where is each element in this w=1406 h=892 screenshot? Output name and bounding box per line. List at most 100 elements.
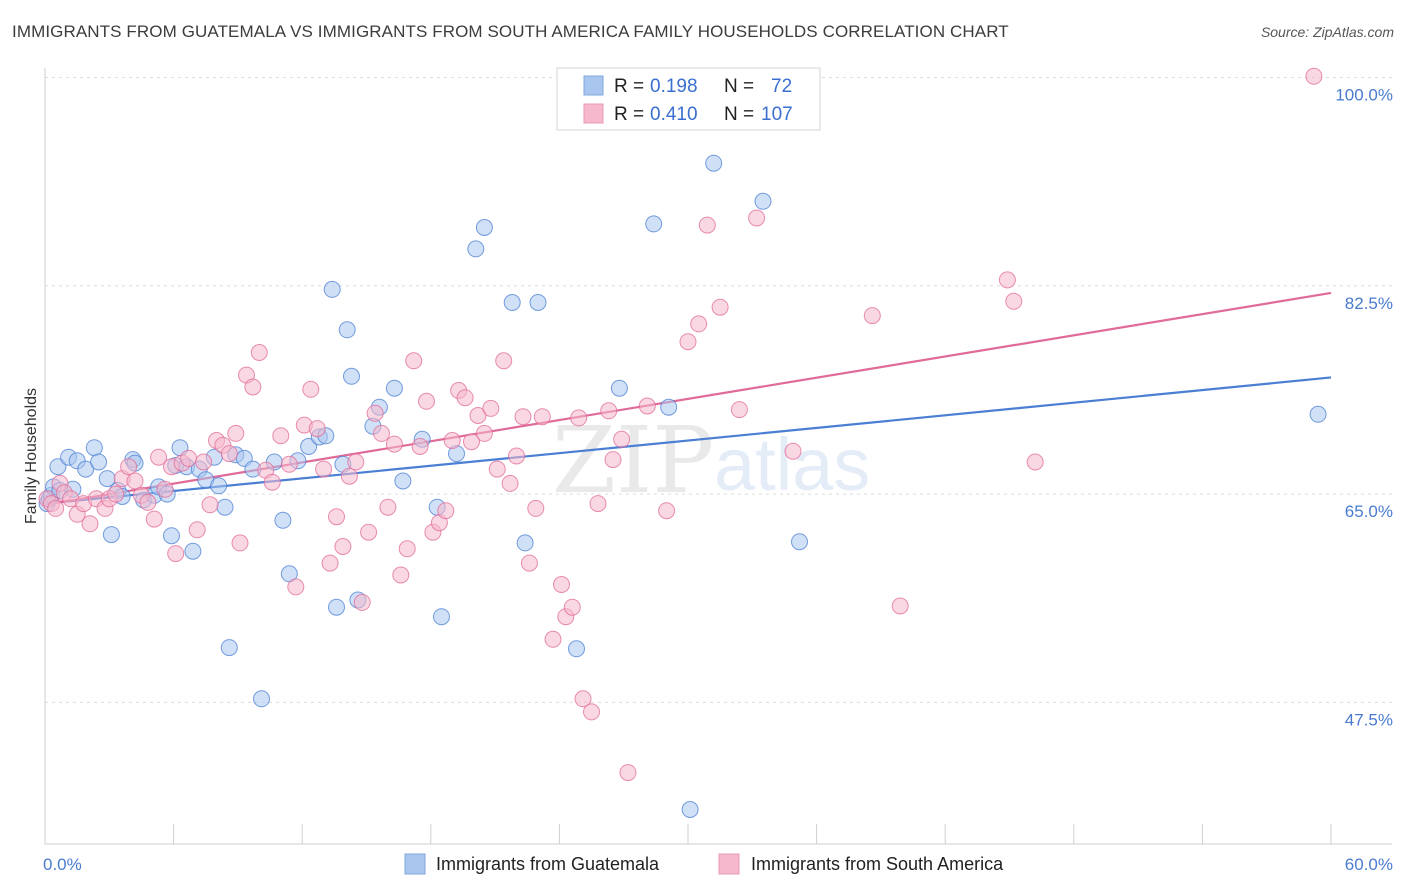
axes (44, 68, 1392, 845)
guatemala-point (516, 534, 534, 552)
south-america-point (180, 449, 198, 467)
south-america-point (1005, 292, 1023, 310)
x-tick-label: 60.0% (1345, 855, 1393, 874)
south-america-point (126, 472, 144, 490)
bottom-swatch-south-america (718, 853, 740, 875)
south-america-point (150, 448, 168, 466)
legend-r-value-1: 0.198 (650, 76, 698, 97)
south-america-point (613, 430, 631, 448)
guatemala-point (754, 192, 772, 210)
guatemala-point (163, 527, 180, 545)
south-america-point (698, 216, 716, 234)
south-america-point (418, 392, 435, 410)
south-america-point (280, 455, 298, 473)
guatemala-point (705, 154, 723, 172)
south-america-point (47, 499, 65, 517)
south-america-point (328, 508, 345, 526)
south-america-point (385, 435, 403, 453)
south-america-point (321, 554, 339, 572)
watermark: ZIP atlas (552, 407, 870, 514)
south-america-point (145, 510, 163, 528)
south-america-point (600, 402, 618, 420)
south-america-point (272, 427, 290, 445)
south-america-point (488, 460, 506, 478)
guatemala-point (503, 294, 521, 311)
south-america-point (340, 467, 358, 485)
south-america-point (411, 438, 429, 455)
guatemala-point (216, 498, 234, 516)
south-america-point (195, 453, 213, 471)
guatemala-point (568, 640, 585, 658)
series-legend: Immigrants from Guatemala Immigrants fro… (404, 853, 1004, 875)
legend-r-value-2: 0.410 (650, 104, 698, 125)
guatemala-point (253, 690, 270, 708)
south-america-point (784, 442, 802, 460)
guatemala-point (300, 438, 318, 455)
scatter-points (38, 67, 1327, 818)
south-america-point (443, 432, 461, 449)
south-america-point (360, 523, 378, 541)
south-america-point (658, 502, 676, 520)
south-america-point (495, 352, 513, 370)
south-america-point (574, 690, 592, 708)
south-america-point (456, 389, 474, 407)
south-america-point (679, 333, 697, 351)
south-america-point (501, 474, 519, 492)
legend-n-label-1: N = (724, 76, 754, 97)
south-america-point (107, 485, 125, 503)
south-america-point (604, 451, 622, 469)
guatemala-point (791, 533, 808, 551)
guatemala-point (338, 321, 356, 339)
south-america-point (533, 408, 551, 426)
south-america-point (120, 458, 138, 476)
guatemala-point (328, 598, 345, 616)
south-america-point (227, 424, 245, 442)
south-america-point (544, 630, 562, 648)
south-america-point (302, 380, 320, 398)
tick-labels: 47.5% 65.0% 82.5% 100.0% 0.0% 60.0% (43, 86, 1393, 874)
south-america-point (379, 498, 397, 516)
south-america-point (334, 538, 352, 555)
south-america-point (527, 499, 545, 517)
south-america-point (347, 453, 365, 471)
south-america-point (315, 460, 333, 478)
south-america-point (638, 397, 656, 415)
south-america-point (405, 352, 423, 370)
guatemala-point (660, 398, 678, 416)
guatemala-point (210, 477, 228, 495)
guatemala-point (323, 280, 341, 298)
south-america-point (392, 566, 410, 584)
y-axis-title: Family Households (23, 388, 40, 524)
south-america-point (463, 433, 480, 451)
bottom-legend-south-america: Immigrants from South America (751, 854, 1004, 874)
legend-swatch-guatemala (583, 75, 604, 96)
guatemala-point (433, 608, 450, 626)
south-america-point (308, 420, 326, 438)
legend-n-value-2: 107 (761, 104, 793, 125)
south-america-point (250, 344, 268, 361)
south-america-point (553, 576, 570, 593)
legend-n-value-1: 72 (771, 76, 792, 97)
y-tick-label: 82.5% (1345, 294, 1393, 313)
guatemala-point (184, 542, 202, 560)
south-america-point (711, 298, 729, 316)
guatemala-point (90, 453, 108, 471)
south-america-point (1305, 67, 1323, 85)
south-america-point (437, 502, 455, 520)
guatemala-point (49, 458, 67, 476)
y-tick-label: 47.5% (1345, 710, 1393, 729)
stats-legend: R = 0.198 N = 72 R = 0.410 N = 107 (556, 67, 821, 131)
south-america-point (863, 307, 881, 325)
guatemala-point (220, 639, 238, 657)
south-america-point (475, 424, 493, 442)
y-tick-label: 65.0% (1345, 502, 1393, 521)
guatemala-point (77, 460, 95, 478)
guatemala-point (274, 511, 292, 529)
gridlines (45, 77, 1392, 703)
south-america-point (81, 515, 99, 533)
legend-r-label-1: R = (614, 76, 644, 97)
south-america-point (469, 407, 487, 424)
guatemala-point (475, 219, 493, 236)
watermark-atlas: atlas (714, 423, 870, 506)
